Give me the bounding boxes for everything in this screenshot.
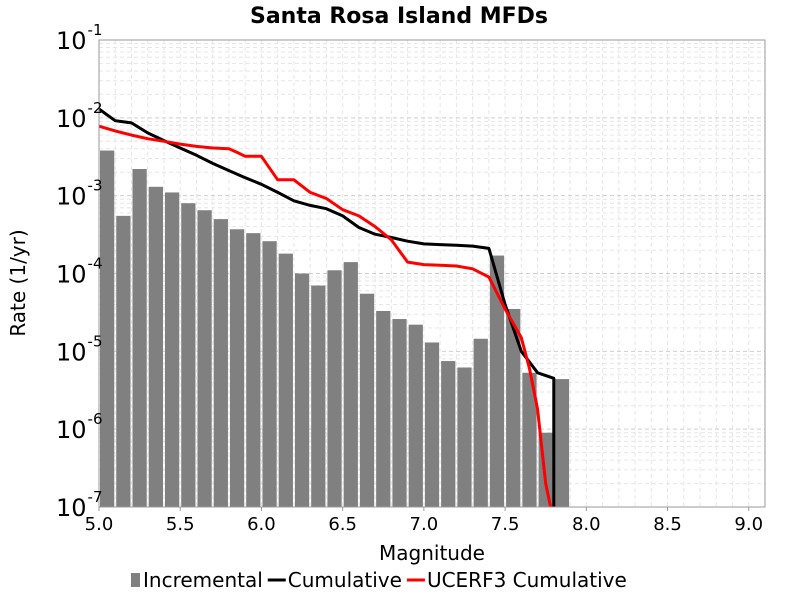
cumulative-line [98, 107, 556, 507]
y-tick-label: 10-1 [56, 21, 103, 55]
y-axis-ticks: 10-710-610-510-410-310-210-1 [56, 21, 103, 522]
incremental-bar [408, 324, 423, 507]
incremental-bar [229, 229, 245, 507]
incremental-bar [181, 203, 196, 507]
incremental-bar [392, 319, 407, 507]
x-tick-label: 9.0 [734, 514, 763, 535]
incremental-bar [213, 219, 228, 507]
legend-label: UCERF3 Cumulative [427, 568, 627, 592]
incremental-bars [100, 150, 570, 508]
x-tick-label: 7.0 [410, 514, 439, 535]
x-tick-label: 6.5 [328, 514, 357, 535]
incremental-bar [489, 255, 505, 507]
incremental-bar [506, 308, 521, 507]
incremental-bar [246, 233, 261, 507]
plot-frame [98, 39, 766, 508]
incremental-bar [311, 285, 326, 507]
x-axis-ticks: 5.0 5.5 6.0 6.5 7.0 7.5 8.0 8.5 9.0 [85, 507, 763, 535]
incremental-bar [327, 270, 342, 507]
y-tick-label: 10-4 [56, 255, 103, 289]
incremental-bar [132, 169, 147, 507]
chart-title: Santa Rosa Island MFDs [250, 4, 548, 29]
incremental-bar [457, 367, 472, 507]
incremental-bar [197, 210, 212, 507]
incremental-bar [100, 150, 115, 508]
ucerf3-cumulative-line [98, 124, 553, 508]
y-tick-label: 10-6 [56, 410, 103, 444]
legend-label: Cumulative [288, 568, 402, 592]
x-tick-label: 7.5 [491, 514, 520, 535]
incremental-bar [376, 310, 391, 507]
x-axis-label: Magnitude [379, 541, 485, 565]
incremental-bar [473, 338, 488, 507]
x-tick-label: 5.0 [85, 514, 114, 535]
legend: Incremental Cumulative UCERF3 Cumulative [131, 568, 627, 592]
x-tick-label: 8.0 [572, 514, 601, 535]
incremental-bar [554, 379, 570, 507]
incremental-bar [278, 253, 293, 507]
y-tick-label: 10-5 [56, 332, 103, 366]
incremental-bar [343, 262, 358, 507]
incremental-bar [359, 293, 375, 507]
cumulative-lines [98, 107, 556, 508]
y-tick-label: 10-2 [56, 99, 103, 133]
incremental-bar [262, 241, 277, 508]
legend-label: Incremental [143, 568, 263, 592]
incremental-bar [522, 372, 537, 507]
incremental-bar [164, 192, 180, 507]
incremental-bar [294, 273, 310, 507]
x-tick-label: 6.0 [247, 514, 276, 535]
y-tick-label: 10-3 [56, 177, 103, 211]
incremental-bar [148, 186, 163, 507]
incremental-bar [441, 361, 456, 507]
incremental-bar [424, 342, 440, 507]
x-tick-label: 5.5 [166, 514, 195, 535]
incremental-bar [116, 215, 131, 507]
y-axis-label: Rate (1/yr) [6, 229, 30, 336]
x-tick-label: 8.5 [653, 514, 682, 535]
legend-swatch-bar [131, 573, 140, 587]
